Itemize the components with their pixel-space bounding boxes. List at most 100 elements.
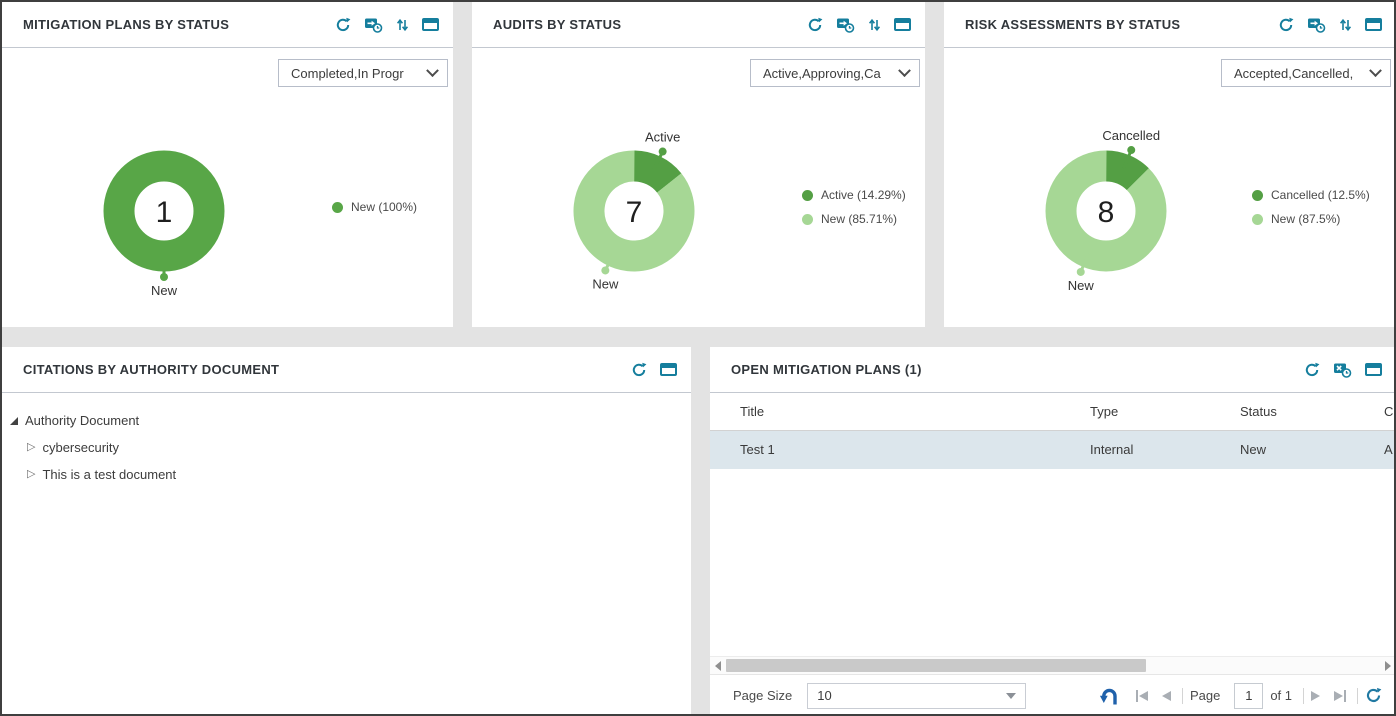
- panel-title: CITATIONS BY AUTHORITY DOCUMENT: [23, 362, 280, 377]
- refresh-icon[interactable]: [1365, 687, 1382, 704]
- panel-audits-by-status: AUDITS BY STATUS Active,Approving,Ca Act…: [472, 2, 925, 327]
- sort-icon[interactable]: [396, 17, 409, 33]
- legend-item[interactable]: New (100%): [332, 200, 417, 214]
- page-number-input[interactable]: [1234, 682, 1264, 709]
- status-filter-dropdown[interactable]: Accepted,Cancelled,: [1221, 59, 1391, 87]
- refresh-icon[interactable]: [1278, 17, 1294, 33]
- horizontal-scrollbar[interactable]: [710, 656, 1394, 674]
- chevron-down-icon: [898, 63, 911, 77]
- legend-label: Active (14.29%): [821, 188, 906, 202]
- donut-chart-area: Cancelled New 8 Cancelled (12.5%) New (87.5%…: [944, 48, 1394, 326]
- scheduled-export-icon[interactable]: [1333, 362, 1352, 378]
- slice-callout-label: Active: [645, 130, 680, 145]
- last-page-button[interactable]: [1334, 689, 1346, 702]
- authority-document-tree: Authority Document ▷ cybersecurity ▷ Thi…: [2, 393, 691, 488]
- page-of-label: of 1: [1270, 688, 1292, 703]
- page-size-dropdown[interactable]: 10: [807, 682, 1027, 709]
- panel-title: RISK ASSESSMENTS BY STATUS: [965, 17, 1181, 32]
- tree-node-test-document[interactable]: ▷ This is a test document: [10, 461, 691, 488]
- maximize-icon[interactable]: [422, 18, 439, 31]
- status-filter-dropdown[interactable]: Active,Approving,Ca: [750, 59, 920, 87]
- donut-segment[interactable]: [103, 150, 225, 272]
- cell-title: Test 1: [740, 442, 775, 457]
- donut-chart: Active New 7: [573, 130, 695, 291]
- legend-dot-icon: [1252, 189, 1263, 201]
- tree-collapsed-icon[interactable]: ▷: [27, 468, 36, 480]
- legend-item[interactable]: Active (14.29%): [802, 188, 906, 202]
- maximize-icon[interactable]: [1365, 363, 1382, 376]
- slice-callout-label: New: [592, 276, 619, 291]
- cell-clipped: A: [1384, 442, 1393, 457]
- cell-status: New: [1240, 442, 1267, 457]
- divider: [1181, 687, 1183, 704]
- sort-icon[interactable]: [1339, 17, 1352, 33]
- panel-mitigation-plans-by-status: MITIGATION PLANS BY STATUS Completed,In …: [2, 2, 453, 327]
- legend-dot-icon: [1252, 213, 1263, 225]
- sort-icon[interactable]: [868, 17, 881, 33]
- first-page-button[interactable]: [1135, 689, 1148, 702]
- scroll-right-arrow[interactable]: [1385, 661, 1391, 671]
- legend-item[interactable]: New (85.71%): [802, 212, 906, 226]
- column-header-status[interactable]: Status: [1240, 404, 1277, 419]
- legend-dot-icon: [802, 189, 813, 201]
- schedule-refresh-icon[interactable]: [1307, 17, 1326, 33]
- scroll-left-arrow[interactable]: [715, 661, 721, 671]
- tree-collapsed-icon[interactable]: ▷: [27, 441, 36, 453]
- panel-open-mitigation-plans: OPEN MITIGATION PLANS (1) Title Type Sta…: [710, 347, 1394, 714]
- slice-callout-label: New: [151, 283, 178, 298]
- chart-legend: New (100%): [332, 200, 417, 214]
- page-label: Page: [1189, 688, 1221, 703]
- tree-node-cybersecurity[interactable]: ▷ cybersecurity: [10, 434, 691, 461]
- next-page-button[interactable]: [1311, 690, 1320, 701]
- legend-item[interactable]: Cancelled (12.5%): [1252, 188, 1370, 202]
- refresh-icon[interactable]: [335, 17, 351, 33]
- legend-dot-icon: [802, 213, 813, 225]
- prev-page-button[interactable]: [1161, 690, 1171, 701]
- chevron-down-icon: [1369, 63, 1382, 77]
- tree-node-label: This is a test document: [42, 467, 177, 482]
- donut-chart: Cancelled New 8: [1042, 128, 1169, 293]
- legend-label: Cancelled (12.5%): [1271, 188, 1370, 202]
- donut-center-total: 1: [156, 196, 173, 229]
- donut-segment[interactable]: [1042, 147, 1169, 274]
- schedule-refresh-icon[interactable]: [836, 17, 855, 33]
- page-size-value: 10: [817, 688, 832, 703]
- scrollbar-thumb[interactable]: [726, 659, 1146, 672]
- column-header-clipped[interactable]: C: [1384, 404, 1394, 419]
- maximize-icon[interactable]: [660, 363, 677, 376]
- legend-label: New (85.71%): [821, 212, 898, 226]
- table-row[interactable]: Test 1 Internal New A: [710, 431, 1394, 469]
- chart-legend: Active (14.29%) New (85.71%): [802, 188, 906, 226]
- maximize-icon[interactable]: [1365, 18, 1382, 31]
- cell-type: Internal: [1090, 442, 1134, 457]
- undo-icon[interactable]: [1099, 686, 1120, 705]
- table-footer: Page Size 10 Page of 1: [710, 674, 1394, 714]
- donut-center-total: 8: [1098, 196, 1115, 229]
- column-header-type[interactable]: Type: [1090, 404, 1119, 419]
- tree-node-authority-document[interactable]: Authority Document: [10, 407, 691, 434]
- refresh-icon[interactable]: [807, 17, 823, 33]
- donut-chart-area: Active New 7 Active (14.29%) New (85.71%): [472, 48, 925, 326]
- open-plans-table: Title Type Status C Test 1 Internal New …: [710, 393, 1394, 469]
- refresh-icon[interactable]: [1304, 362, 1320, 378]
- chevron-down-icon: [426, 63, 439, 77]
- column-header-title[interactable]: Title: [740, 404, 765, 419]
- dropdown-arrow-icon: [1006, 692, 1017, 699]
- panel-risk-assessments-by-status: RISK ASSESSMENTS BY STATUS Accepted,Canc…: [944, 2, 1394, 327]
- tree-node-label: cybersecurity: [42, 440, 120, 455]
- panel-title: OPEN MITIGATION PLANS (1): [731, 362, 922, 377]
- status-filter-value: Active,Approving,Ca: [763, 65, 881, 81]
- table-header-row: Title Type Status C: [710, 393, 1394, 431]
- divider: [1357, 687, 1358, 704]
- tree-expanded-icon[interactable]: [10, 416, 18, 425]
- chart-legend: Cancelled (12.5%) New (87.5%): [1252, 188, 1370, 226]
- legend-item[interactable]: New (87.5%): [1252, 212, 1370, 226]
- slice-callout-label: New: [1068, 278, 1095, 293]
- schedule-refresh-icon[interactable]: [364, 17, 383, 33]
- refresh-icon[interactable]: [631, 362, 647, 378]
- tree-node-label: Authority Document: [25, 413, 140, 428]
- status-filter-value: Accepted,Cancelled,: [1234, 65, 1354, 81]
- status-filter-dropdown[interactable]: Completed,In Progr: [278, 59, 448, 87]
- maximize-icon[interactable]: [894, 18, 911, 31]
- panel-title: MITIGATION PLANS BY STATUS: [23, 17, 230, 32]
